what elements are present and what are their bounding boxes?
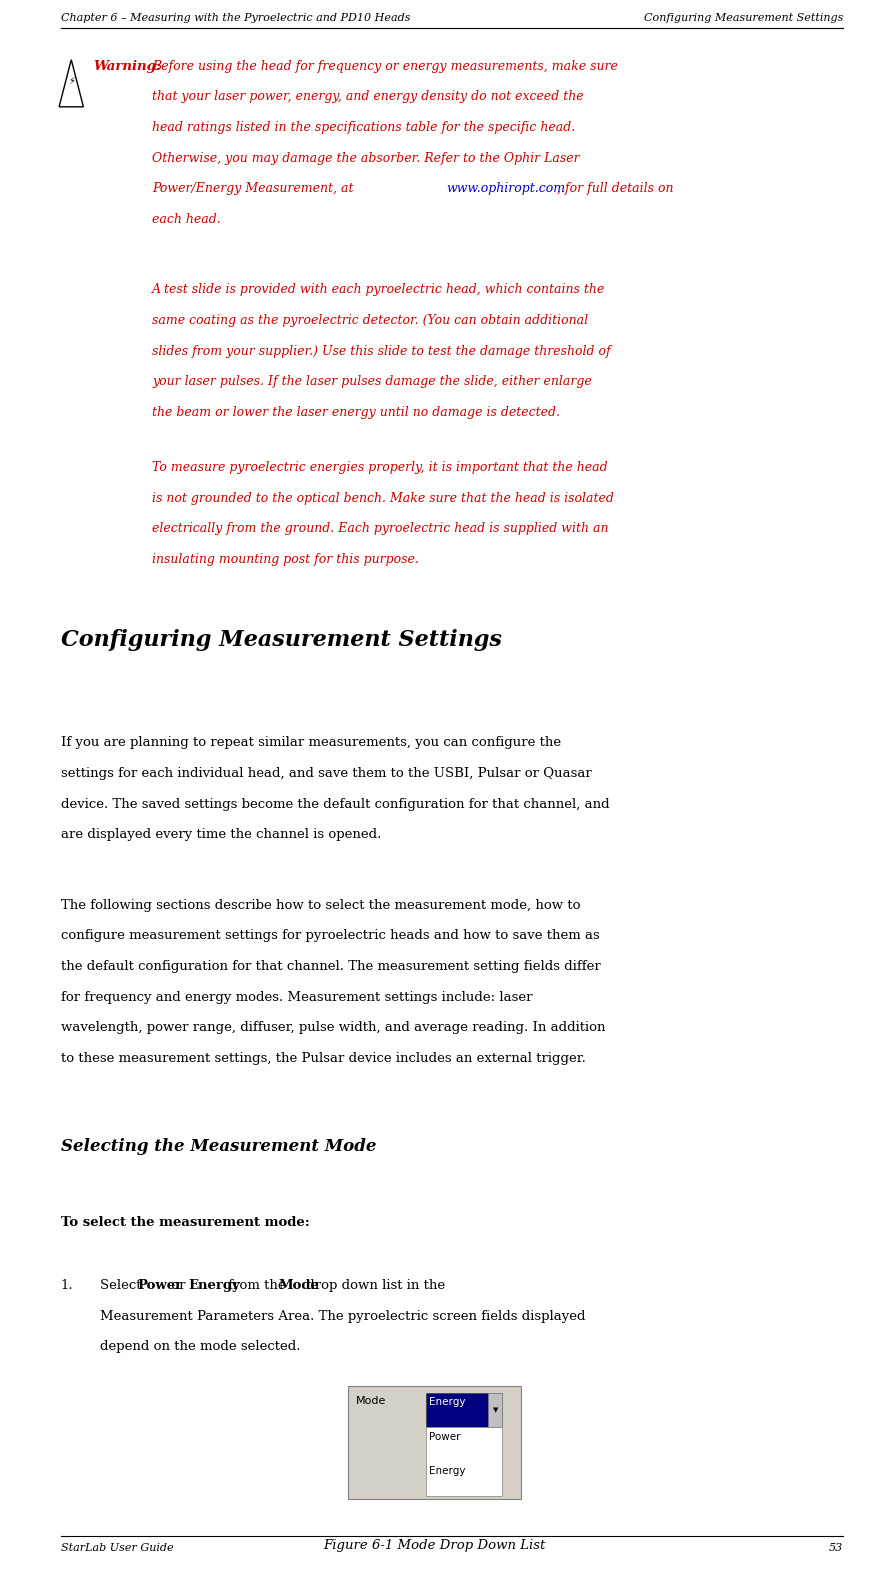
Text: from the: from the	[224, 1279, 290, 1291]
Text: 53: 53	[829, 1543, 843, 1552]
Text: Before using the head for frequency or energy measurements, make sure: Before using the head for frequency or e…	[152, 60, 618, 72]
Text: ▼: ▼	[493, 1406, 498, 1412]
FancyBboxPatch shape	[426, 1392, 502, 1426]
Text: for frequency and energy modes. Measurement settings include: laser: for frequency and energy modes. Measurem…	[61, 991, 533, 1004]
Text: Energy: Energy	[429, 1466, 466, 1477]
Text: StarLab User Guide: StarLab User Guide	[61, 1543, 174, 1552]
Text: wavelength, power range, diffuser, pulse width, and average reading. In addition: wavelength, power range, diffuser, pulse…	[61, 1021, 606, 1034]
Text: Warning:: Warning:	[93, 60, 161, 72]
Text: drop down list in the: drop down list in the	[302, 1279, 445, 1291]
Text: the default configuration for that channel. The measurement setting fields diffe: the default configuration for that chann…	[61, 960, 600, 972]
Text: Selecting the Measurement Mode: Selecting the Measurement Mode	[61, 1137, 376, 1155]
Text: Power/Energy Measurement, at: Power/Energy Measurement, at	[152, 182, 357, 195]
Text: or: or	[167, 1279, 190, 1291]
Text: Power: Power	[137, 1279, 182, 1291]
Text: configure measurement settings for pyroelectric heads and how to save them as: configure measurement settings for pyroe…	[61, 930, 600, 943]
Text: each head.: each head.	[152, 214, 221, 226]
Text: Mode: Mode	[278, 1279, 319, 1291]
FancyBboxPatch shape	[348, 1386, 521, 1499]
Text: Measurement Parameters Area. The pyroelectric screen fields displayed: Measurement Parameters Area. The pyroele…	[100, 1310, 586, 1323]
Text: To select the measurement mode:: To select the measurement mode:	[61, 1216, 309, 1229]
FancyBboxPatch shape	[426, 1426, 502, 1496]
Text: to these measurement settings, the Pulsar device includes an external trigger.: to these measurement settings, the Pulsa…	[61, 1053, 586, 1065]
Text: The following sections describe how to select the measurement mode, how to: The following sections describe how to s…	[61, 899, 580, 911]
Text: the beam or lower the laser energy until no damage is detected.: the beam or lower the laser energy until…	[152, 405, 561, 419]
Text: Chapter 6 – Measuring with the Pyroelectric and PD10 Heads: Chapter 6 – Measuring with the Pyroelect…	[61, 13, 410, 22]
Text: , for full details on: , for full details on	[557, 182, 673, 195]
Text: Power: Power	[429, 1431, 461, 1442]
FancyBboxPatch shape	[488, 1392, 502, 1426]
Text: Configuring Measurement Settings: Configuring Measurement Settings	[644, 13, 843, 22]
Text: slides from your supplier.) Use this slide to test the damage threshold of: slides from your supplier.) Use this sli…	[152, 344, 611, 358]
Text: insulating mounting post for this purpose.: insulating mounting post for this purpos…	[152, 553, 419, 566]
Text: ⚡: ⚡	[68, 75, 75, 86]
Text: is not grounded to the optical bench. Make sure that the head is isolated: is not grounded to the optical bench. Ma…	[152, 492, 614, 504]
Text: To measure pyroelectric energies properly, it is important that the head: To measure pyroelectric energies properl…	[152, 460, 607, 474]
Text: depend on the mode selected.: depend on the mode selected.	[100, 1340, 301, 1353]
Text: Energy: Energy	[429, 1397, 466, 1408]
Text: 1.: 1.	[61, 1279, 74, 1291]
Text: head ratings listed in the specifications table for the specific head.: head ratings listed in the specification…	[152, 121, 575, 134]
Text: Configuring Measurement Settings: Configuring Measurement Settings	[61, 630, 501, 652]
Text: electrically from the ground. Each pyroelectric head is supplied with an: electrically from the ground. Each pyroe…	[152, 522, 608, 536]
Text: are displayed every time the channel is opened.: are displayed every time the channel is …	[61, 828, 381, 840]
Text: Figure 6-1 Mode Drop Down List: Figure 6-1 Mode Drop Down List	[323, 1538, 546, 1552]
Text: settings for each individual head, and save them to the USBI, Pulsar or Quasar: settings for each individual head, and s…	[61, 767, 592, 779]
Text: Select: Select	[100, 1279, 146, 1291]
Text: A test slide is provided with each pyroelectric head, which contains the: A test slide is provided with each pyroe…	[152, 283, 606, 297]
Text: device. The saved settings become the default configuration for that channel, an: device. The saved settings become the de…	[61, 798, 609, 811]
Text: www.ophiropt.com: www.ophiropt.com	[446, 182, 565, 195]
Text: same coating as the pyroelectric detector. (You can obtain additional: same coating as the pyroelectric detecto…	[152, 314, 588, 327]
Text: If you are planning to repeat similar measurements, you can configure the: If you are planning to repeat similar me…	[61, 737, 561, 749]
Text: Otherwise, you may damage the absorber. Refer to the Ophir Laser: Otherwise, you may damage the absorber. …	[152, 152, 580, 165]
Text: Mode: Mode	[356, 1395, 387, 1406]
Text: Energy: Energy	[189, 1279, 241, 1291]
Text: your laser pulses. If the laser pulses damage the slide, either enlarge: your laser pulses. If the laser pulses d…	[152, 375, 592, 388]
Text: that your laser power, energy, and energy density do not exceed the: that your laser power, energy, and energ…	[152, 91, 584, 104]
